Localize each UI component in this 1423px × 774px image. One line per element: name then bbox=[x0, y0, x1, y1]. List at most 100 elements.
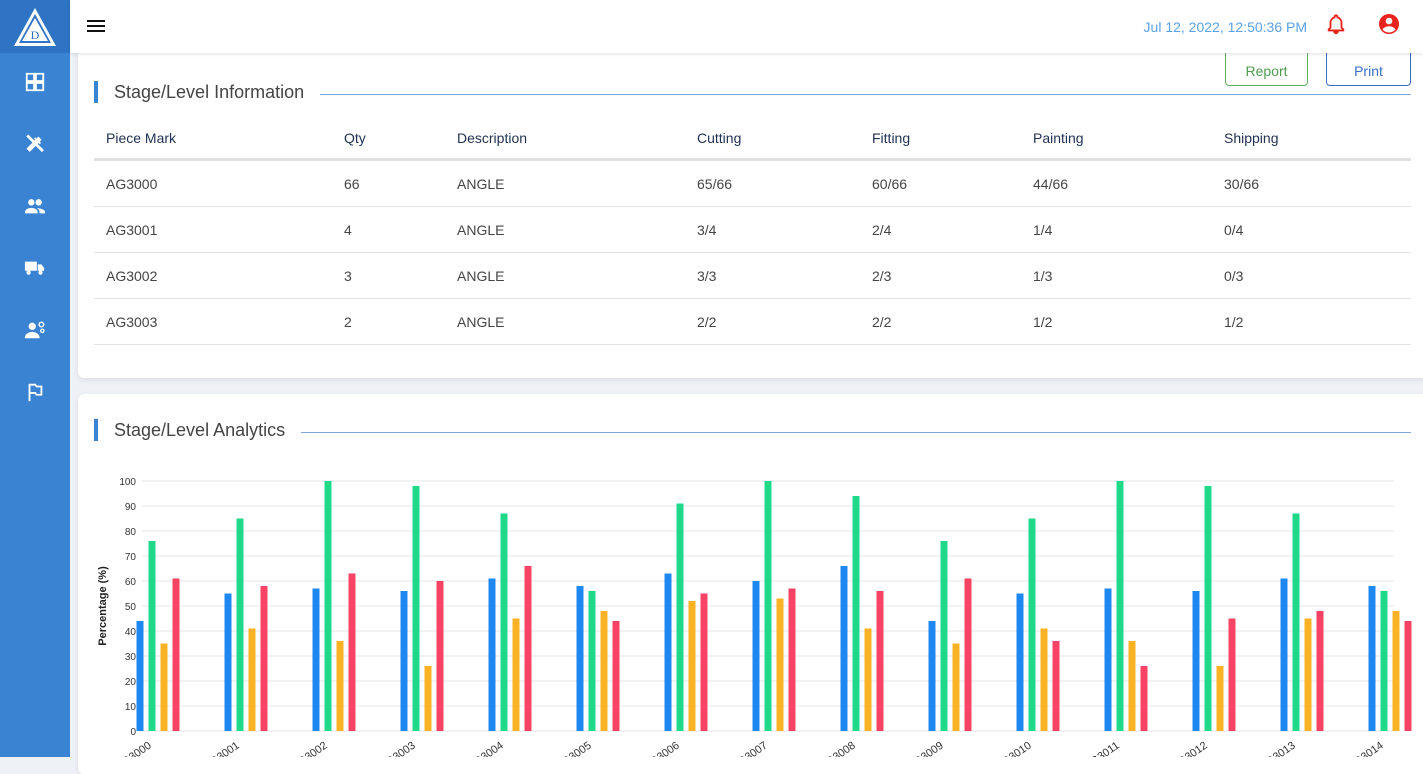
stage-info-table: Piece Mark Qty Description Cutting Fitti… bbox=[94, 118, 1411, 345]
col-shipping[interactable]: Shipping bbox=[1212, 118, 1411, 161]
y-tick-label: 60 bbox=[125, 577, 137, 588]
cell-shipping: 0/4 bbox=[1212, 206, 1411, 253]
bar-series-3 bbox=[424, 666, 432, 731]
current-datetime: Jul 12, 2022, 12:50:36 PM bbox=[1143, 19, 1307, 35]
cell-shipping: 0/3 bbox=[1212, 252, 1411, 299]
bar-series-4 bbox=[524, 566, 532, 731]
logo[interactable]: D bbox=[0, 0, 70, 53]
y-tick-label: 30 bbox=[125, 652, 137, 663]
cell-description: ANGLE bbox=[445, 252, 685, 299]
bar-series-3 bbox=[776, 598, 784, 731]
sidebar-item-workers[interactable] bbox=[0, 310, 70, 350]
y-tick-label: 80 bbox=[125, 527, 137, 538]
bar-series-3 bbox=[1040, 628, 1048, 731]
cell-qty: 66 bbox=[332, 159, 445, 207]
sidebar-item-tools[interactable] bbox=[0, 124, 70, 164]
y-tick-label: 50 bbox=[125, 602, 137, 613]
x-tick-label: AG3001 bbox=[202, 740, 242, 757]
bell-icon[interactable] bbox=[1325, 13, 1347, 35]
cell-cutting: 3/3 bbox=[685, 252, 860, 299]
col-description[interactable]: Description bbox=[445, 118, 685, 161]
bar-series-1 bbox=[1192, 591, 1200, 731]
bar-series-2 bbox=[324, 481, 332, 731]
bar-series-1 bbox=[136, 621, 144, 731]
cell-cutting: 65/66 bbox=[685, 159, 860, 207]
stage-analytics-chart: 0 10 20 30 40 50 60 70 80 90 100 Percentage (%) AG30… bbox=[97, 477, 1412, 757]
col-piece-mark[interactable]: Piece Mark bbox=[94, 118, 332, 161]
user-account-icon[interactable] bbox=[1377, 12, 1401, 36]
heading-divider bbox=[301, 431, 1411, 433]
table-row[interactable]: AG3001 4 ANGLE 3/4 2/4 1/4 0/4 bbox=[94, 206, 1411, 253]
table-row[interactable]: AG3002 3 ANGLE 3/3 2/3 1/3 0/3 bbox=[94, 252, 1411, 299]
bar-series-3 bbox=[688, 601, 696, 731]
y-tick-label: 40 bbox=[125, 627, 137, 638]
sidebar-item-dashboard[interactable] bbox=[0, 62, 70, 102]
flag-icon bbox=[28, 383, 43, 402]
sidebar-item-shipping[interactable] bbox=[0, 248, 70, 288]
table-header-row: Piece Mark Qty Description Cutting Fitti… bbox=[94, 118, 1411, 161]
cell-shipping: 30/66 bbox=[1212, 159, 1411, 207]
bar-series-1 bbox=[1104, 588, 1112, 731]
y-tick-label: 20 bbox=[125, 677, 137, 688]
sidebar-item-milestones[interactable] bbox=[0, 372, 70, 412]
cell-piece-mark: AG3002 bbox=[94, 252, 332, 299]
heading-accent bbox=[94, 419, 98, 441]
bar-series-2 bbox=[1204, 486, 1212, 731]
bar-series-1 bbox=[400, 591, 408, 731]
col-qty[interactable]: Qty bbox=[332, 118, 445, 161]
bar-series-3 bbox=[1216, 666, 1224, 731]
col-painting[interactable]: Painting bbox=[1021, 118, 1212, 161]
bar-series-3 bbox=[1304, 618, 1312, 731]
bar-series-3 bbox=[248, 628, 256, 731]
cell-painting: 1/2 bbox=[1021, 298, 1212, 345]
col-fitting[interactable]: Fitting bbox=[860, 118, 1021, 161]
cell-painting: 44/66 bbox=[1021, 159, 1212, 207]
x-tick-label: AG3003 bbox=[378, 740, 418, 757]
y-axis-label: Percentage (%) bbox=[97, 566, 109, 646]
logo-icon: D bbox=[14, 7, 56, 46]
x-tick-label: AG3006 bbox=[642, 740, 682, 757]
bar-series-4 bbox=[1404, 621, 1412, 731]
bar-series-3 bbox=[1392, 611, 1400, 731]
bar-series-2 bbox=[764, 481, 772, 731]
cell-shipping: 1/2 bbox=[1212, 298, 1411, 345]
cell-description: ANGLE bbox=[445, 159, 685, 207]
x-tick-label: AG3013 bbox=[1258, 740, 1298, 757]
bar-series-1 bbox=[752, 581, 760, 731]
table-row[interactable]: AG3003 2 ANGLE 2/2 2/2 1/2 1/2 bbox=[94, 298, 1411, 345]
bar-series-1 bbox=[928, 621, 936, 731]
bar-series-3 bbox=[160, 643, 168, 731]
stage-analytics-heading: Stage/Level Analytics bbox=[94, 419, 1411, 441]
bar-series-2 bbox=[1116, 481, 1124, 731]
menu-icon[interactable] bbox=[84, 14, 108, 38]
bar-series-3 bbox=[600, 611, 608, 731]
bar-series-2 bbox=[1028, 518, 1036, 731]
tools-icon bbox=[26, 134, 44, 153]
bar-series-3 bbox=[952, 643, 960, 731]
svg-text:D: D bbox=[31, 28, 40, 42]
bar-series-4 bbox=[612, 621, 620, 731]
bar-series-4 bbox=[1228, 618, 1236, 731]
sidebar-item-people[interactable] bbox=[0, 186, 70, 226]
bar-series-2 bbox=[236, 518, 244, 731]
y-tick-label: 90 bbox=[125, 502, 137, 513]
report-button[interactable]: Report bbox=[1225, 48, 1308, 86]
col-cutting[interactable]: Cutting bbox=[685, 118, 860, 161]
bar-series-4 bbox=[964, 578, 972, 731]
cell-fitting: 2/4 bbox=[860, 206, 1021, 253]
bar-series-1 bbox=[1016, 593, 1024, 731]
bar-series-2 bbox=[852, 496, 860, 731]
bar-series-4 bbox=[172, 578, 180, 731]
x-tick-label: AG3005 bbox=[554, 740, 594, 757]
table-row[interactable]: AG3000 66 ANGLE 65/66 60/66 44/66 30/66 bbox=[94, 159, 1411, 207]
cell-description: ANGLE bbox=[445, 206, 685, 253]
bar-series-2 bbox=[148, 541, 156, 731]
bar-series-2 bbox=[940, 541, 948, 731]
x-tick-label: AG3014 bbox=[1346, 740, 1386, 757]
heading-accent bbox=[94, 81, 98, 103]
bar-series-2 bbox=[500, 513, 508, 731]
sidebar: D bbox=[0, 0, 70, 757]
x-tick-label: AG3000 bbox=[114, 740, 154, 757]
heading-divider bbox=[320, 93, 1411, 95]
cell-piece-mark: AG3000 bbox=[94, 159, 332, 207]
